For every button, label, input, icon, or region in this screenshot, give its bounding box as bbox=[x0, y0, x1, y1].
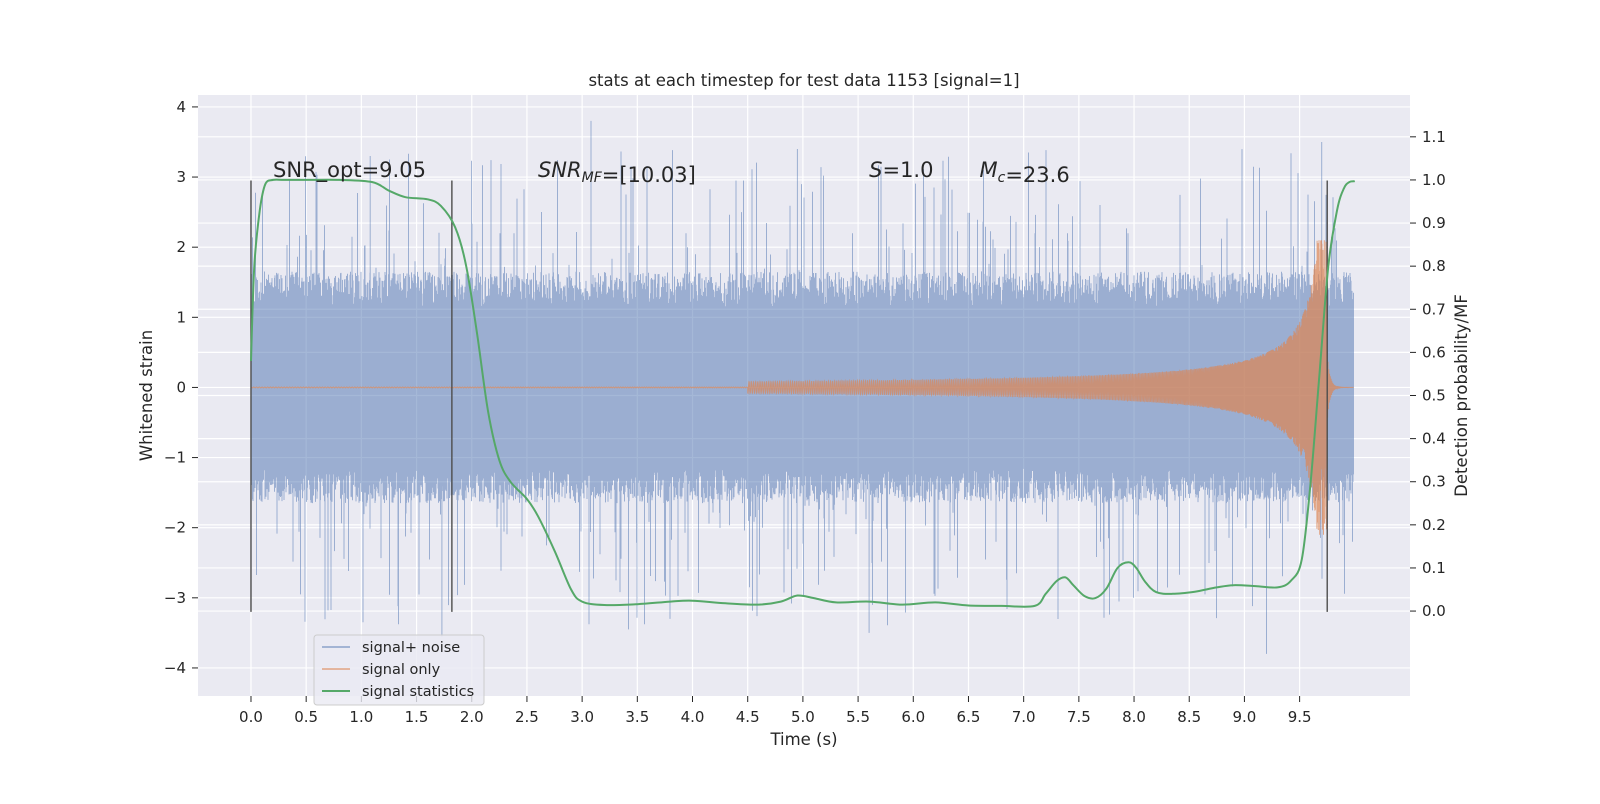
x-tick-label: 4.5 bbox=[736, 708, 760, 726]
chart-title: stats at each timestep for test data 115… bbox=[588, 71, 1019, 90]
y-left-tick-label: −1 bbox=[164, 449, 186, 467]
y-left-tick-label: 0 bbox=[176, 378, 186, 396]
x-tick-label: 4.0 bbox=[681, 708, 705, 726]
y-left-tick-label: −2 bbox=[164, 519, 186, 537]
x-tick-label: 0.5 bbox=[294, 708, 318, 726]
x-tick-label: 5.5 bbox=[846, 708, 870, 726]
x-tick-label: 6.5 bbox=[957, 708, 981, 726]
y-right-tick-label: 0.8 bbox=[1422, 257, 1446, 275]
x-tick-label: 1.0 bbox=[349, 708, 373, 726]
y-left-tick-label: −4 bbox=[164, 659, 186, 677]
series-signal-only bbox=[250, 240, 1354, 535]
legend-box bbox=[313, 634, 485, 706]
annotation-part: S bbox=[869, 158, 882, 182]
annotation-text: Mc=23.6 bbox=[980, 158, 1070, 187]
annotation-part: SNR bbox=[538, 158, 582, 182]
x-tick-label: 6.0 bbox=[901, 708, 925, 726]
axes: 0.0 0.5 1.0 1.5 2.0 2.5 3.0 3.5 4.0 4.5 5.0 5.5 6.0 6… bbox=[164, 98, 1446, 726]
annotation-part: =23.6 bbox=[1005, 163, 1069, 187]
annotation-part: c bbox=[998, 170, 1006, 186]
legend-entry-signal-statistics: signal statistics bbox=[322, 684, 474, 700]
y-right-tick-label: 0.3 bbox=[1422, 473, 1446, 491]
x-tick-label: 5.0 bbox=[791, 708, 815, 726]
x-tick-label: 0.0 bbox=[239, 708, 263, 726]
y-axis-label-right: Detection probability/MF bbox=[1452, 294, 1471, 497]
y-right-tick-label: 0.1 bbox=[1422, 559, 1446, 577]
y-right-tick-label: 0.5 bbox=[1422, 387, 1446, 405]
annotation-part: =[10.03] bbox=[602, 163, 696, 187]
x-tick-label: 8.5 bbox=[1177, 708, 1201, 726]
y-left-tick-label: 2 bbox=[176, 238, 186, 256]
legend-entry-signal-noise: signal+ noise bbox=[322, 640, 460, 656]
y-axis-label-left: Whitened strain bbox=[137, 330, 156, 461]
legend-label-signal-statistics: signal statistics bbox=[362, 684, 474, 700]
legend: signal+ noise signal only signal statist… bbox=[313, 634, 485, 706]
legend-label-signal-noise: signal+ noise bbox=[362, 640, 460, 656]
y-left-tick-label: 4 bbox=[176, 98, 186, 116]
y-left-tick-label: −3 bbox=[164, 589, 186, 607]
data-layer bbox=[250, 120, 1356, 654]
x-tick-label: 7.0 bbox=[1012, 708, 1036, 726]
y-right-tick-label: 1.1 bbox=[1422, 128, 1446, 146]
annotation-part: =1.0 bbox=[882, 158, 933, 182]
annotation-text: S=1.0 bbox=[869, 158, 933, 182]
x-tick-label: 9.0 bbox=[1232, 708, 1256, 726]
x-tick-label: 1.5 bbox=[405, 708, 429, 726]
x-axis-label: Time (s) bbox=[769, 730, 837, 749]
series-signal-statistics bbox=[250, 178, 1356, 608]
annotation-part: MF bbox=[582, 170, 603, 186]
annotation-part: SNR_opt=9.05 bbox=[273, 158, 426, 183]
x-tick-label: 9.5 bbox=[1288, 708, 1312, 726]
y-right-tick-label: 0.7 bbox=[1422, 300, 1446, 318]
x-tick-label: 3.0 bbox=[570, 708, 594, 726]
y-right-tick-label: 1.0 bbox=[1422, 171, 1446, 189]
x-tick-label: 7.5 bbox=[1067, 708, 1091, 726]
y-left-tick-label: 1 bbox=[176, 308, 186, 326]
annotation-text: SNR_opt=9.05 bbox=[273, 158, 426, 183]
legend-entry-signal-only: signal only bbox=[322, 662, 441, 678]
y-right-tick-label: 0.9 bbox=[1422, 214, 1446, 232]
x-tick-label: 3.5 bbox=[625, 708, 649, 726]
x-tick-label: 2.5 bbox=[515, 708, 539, 726]
annotation-text: SNRMF=[10.03] bbox=[538, 158, 696, 187]
y-right-tick-label: 0.4 bbox=[1422, 430, 1446, 448]
y-right-tick-label: 0.2 bbox=[1422, 516, 1446, 534]
annotations: SNR_opt=9.05 SNRMF=[10.03] S=1.0 Mc=23.6 bbox=[273, 158, 1070, 187]
y-right-tick-label: 0.0 bbox=[1422, 602, 1446, 620]
y-right-tick-label: 0.6 bbox=[1422, 343, 1446, 361]
x-tick-label: 8.0 bbox=[1122, 708, 1146, 726]
annotation-part: M bbox=[980, 158, 998, 182]
y-left-tick-label: 3 bbox=[176, 168, 186, 186]
legend-label-signal-only: signal only bbox=[362, 662, 441, 678]
x-tick-label: 2.0 bbox=[460, 708, 484, 726]
